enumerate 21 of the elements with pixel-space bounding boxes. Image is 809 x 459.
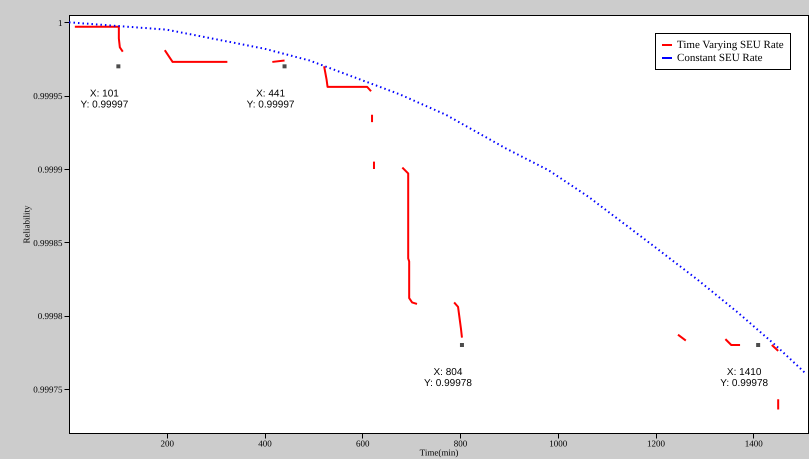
y-tick-label: 0.9998 [38,311,63,322]
x-tick-label: 200 [160,438,174,448]
x-tick-label: 400 [258,438,272,448]
x-tick-label: 800 [454,438,468,448]
x-tick-label: 1400 [744,438,764,448]
y-tick-label: 0.99985 [33,238,63,248]
y-tick-label: 0.99975 [33,384,63,394]
legend-label: Constant SEU Rate [677,52,763,64]
y-tick-label: 1 [58,18,62,28]
legend-label: Time Varying SEU Rate [677,39,784,51]
annotation: X: 804 Y: 0.99978 [424,367,472,389]
x-tick-label: 600 [356,438,370,448]
annotation: X: 1410 Y: 0.99978 [720,367,768,389]
x-tick-label: 1200 [647,438,666,448]
x-axis-title: Time(min) [420,448,458,458]
y-tick-label: 0.99995 [33,91,63,102]
y-tick-label: 0.9999 [38,164,63,174]
y-axis-title: Reliability [21,205,32,244]
x-tick-label: 1000 [549,438,568,448]
annotation: X: 441 Y: 0.99997 [246,88,295,110]
annotation: X: 101 Y: 0.99997 [80,88,129,110]
